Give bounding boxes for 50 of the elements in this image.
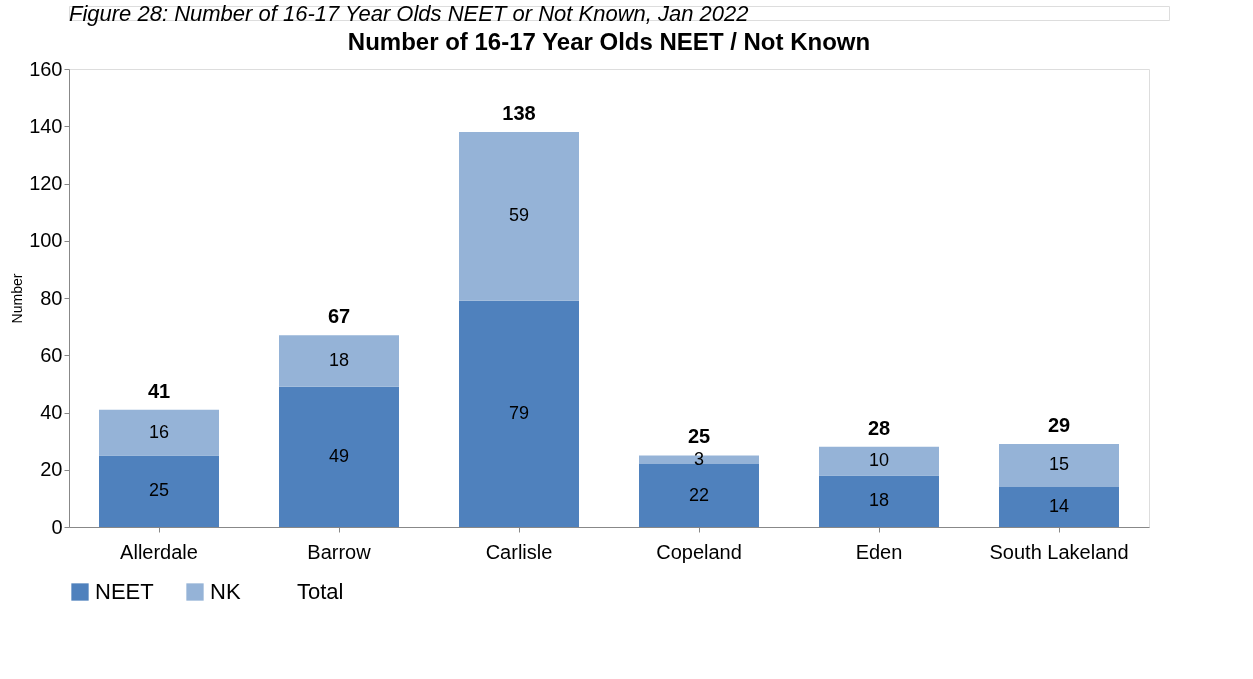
x-tick-label: Copeland (656, 540, 742, 563)
data-label: 18 (868, 490, 890, 511)
bar (819, 475, 939, 527)
y-tick-label: 100 (29, 229, 63, 252)
y-tick-label: 80 (40, 286, 63, 309)
x-tick-label: Carlisle (485, 540, 553, 563)
data-label: 22 (688, 484, 710, 505)
bar (999, 486, 1119, 527)
bar (279, 335, 399, 387)
total-label: 28 (867, 416, 891, 439)
bar (819, 446, 939, 476)
total-label: 29 (1047, 413, 1071, 436)
data-label: 10 (868, 450, 890, 471)
data-label: 49 (328, 445, 350, 466)
data-label: 59 (508, 205, 530, 226)
y-tick-label: 20 (40, 458, 63, 481)
bar (279, 386, 399, 527)
data-label: 25 (148, 480, 170, 501)
x-tick-label: Barrow (307, 540, 372, 563)
total-label: 67 (327, 305, 351, 328)
text: Total (297, 579, 344, 604)
total-label: 41 (147, 379, 171, 402)
y-tick-label: 40 (40, 401, 63, 423)
bar (999, 443, 1119, 487)
bar (639, 464, 759, 527)
total-label: 25 (687, 425, 711, 448)
y-tick-label: 120 (29, 172, 63, 194)
data-label: 16 (148, 421, 170, 442)
x-tick-label: South Lakeland (989, 540, 1129, 563)
bar (99, 455, 219, 527)
x-tick-label: Eden (855, 540, 903, 563)
data-label: 15 (1048, 454, 1070, 475)
y-tick-label: 60 (40, 343, 63, 366)
data-label: 18 (328, 349, 350, 370)
bar (99, 409, 219, 456)
y-axis-title: Number (9, 273, 26, 324)
legend-label: NEET (95, 579, 154, 604)
data-label: 3 (693, 448, 705, 469)
y-tick-label: 160 (29, 57, 63, 80)
data-label: 14 (1048, 495, 1070, 516)
bar (459, 300, 579, 527)
legend-label: NK (210, 579, 241, 604)
caption: Figure 28: Number of 16-17 Year Olds NEET or Not Known, Jan 2022 (69, 1, 749, 26)
y-tick-label: 0 (51, 515, 63, 538)
chart-title: Number of 16-17 Year Olds NEET / Not Known (347, 28, 871, 55)
bar (459, 131, 579, 301)
total-label: 138 (502, 101, 536, 124)
x-tick-label: Allerdale (120, 540, 198, 563)
y-tick-label: 140 (29, 114, 63, 137)
data-label: 79 (508, 402, 530, 423)
